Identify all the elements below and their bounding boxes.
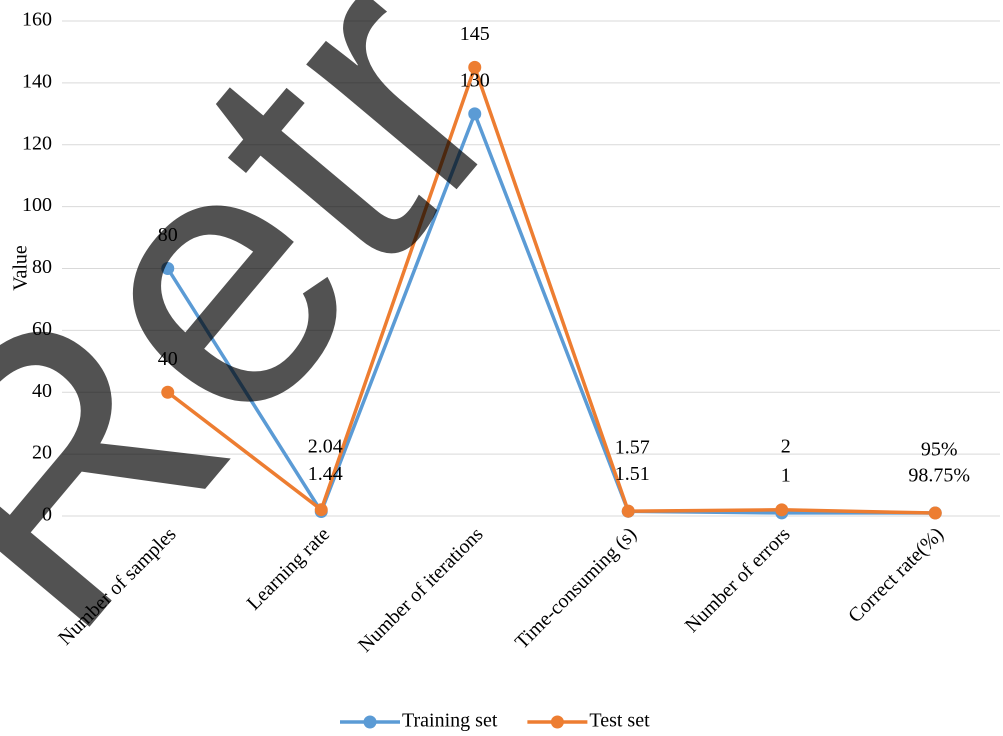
- y-tick-label: 60: [32, 318, 52, 340]
- legend-marker: [363, 715, 377, 729]
- x-tick-label: Correct rate(%): [844, 523, 948, 627]
- watermark: Retr: [0, 0, 580, 701]
- data-point: [928, 506, 942, 520]
- data-label: 98.75%: [908, 465, 970, 487]
- x-tick-label: Number of iterations: [354, 523, 488, 657]
- data-label: 1.57: [615, 437, 650, 459]
- y-tick-label: 40: [32, 380, 52, 402]
- data-point: [314, 503, 328, 517]
- data-point: [468, 107, 482, 121]
- data-label: 80: [158, 224, 178, 246]
- data-point: [621, 504, 635, 518]
- series-line: [166, 62, 936, 515]
- data-point: [161, 385, 175, 399]
- y-tick-label: 120: [22, 132, 52, 154]
- y-tick-label: 20: [32, 442, 52, 464]
- legend: Training set Test set: [340, 710, 650, 732]
- data-label: 95%: [921, 439, 958, 461]
- legend-marker: [550, 715, 564, 729]
- series-line: [166, 108, 936, 516]
- data-label: 2: [781, 435, 791, 457]
- data-label: 40: [158, 348, 178, 370]
- legend-label: Test set: [589, 710, 650, 732]
- data-label: 1: [781, 465, 791, 487]
- y-axis-title: Value: [10, 245, 32, 291]
- y-tick-label: 100: [22, 194, 52, 216]
- x-tick-label: Number of errors: [681, 523, 795, 637]
- data-point: [775, 503, 789, 517]
- data-label: 2.04: [308, 435, 343, 457]
- data-label: 130: [460, 69, 490, 91]
- y-tick-label: 140: [22, 70, 52, 92]
- data-label: 145: [460, 23, 490, 45]
- y-tick-label: 80: [32, 256, 52, 278]
- data-label: 1.51: [615, 463, 650, 485]
- data-point: [468, 60, 482, 74]
- y-tick-label: 0: [42, 504, 52, 526]
- x-tick-label: Time-consuming (s): [511, 523, 641, 653]
- y-tick-label: 160: [22, 9, 52, 31]
- data-label: 1.44: [308, 463, 343, 485]
- legend-label: Training set: [402, 710, 498, 732]
- data-point: [161, 262, 175, 275]
